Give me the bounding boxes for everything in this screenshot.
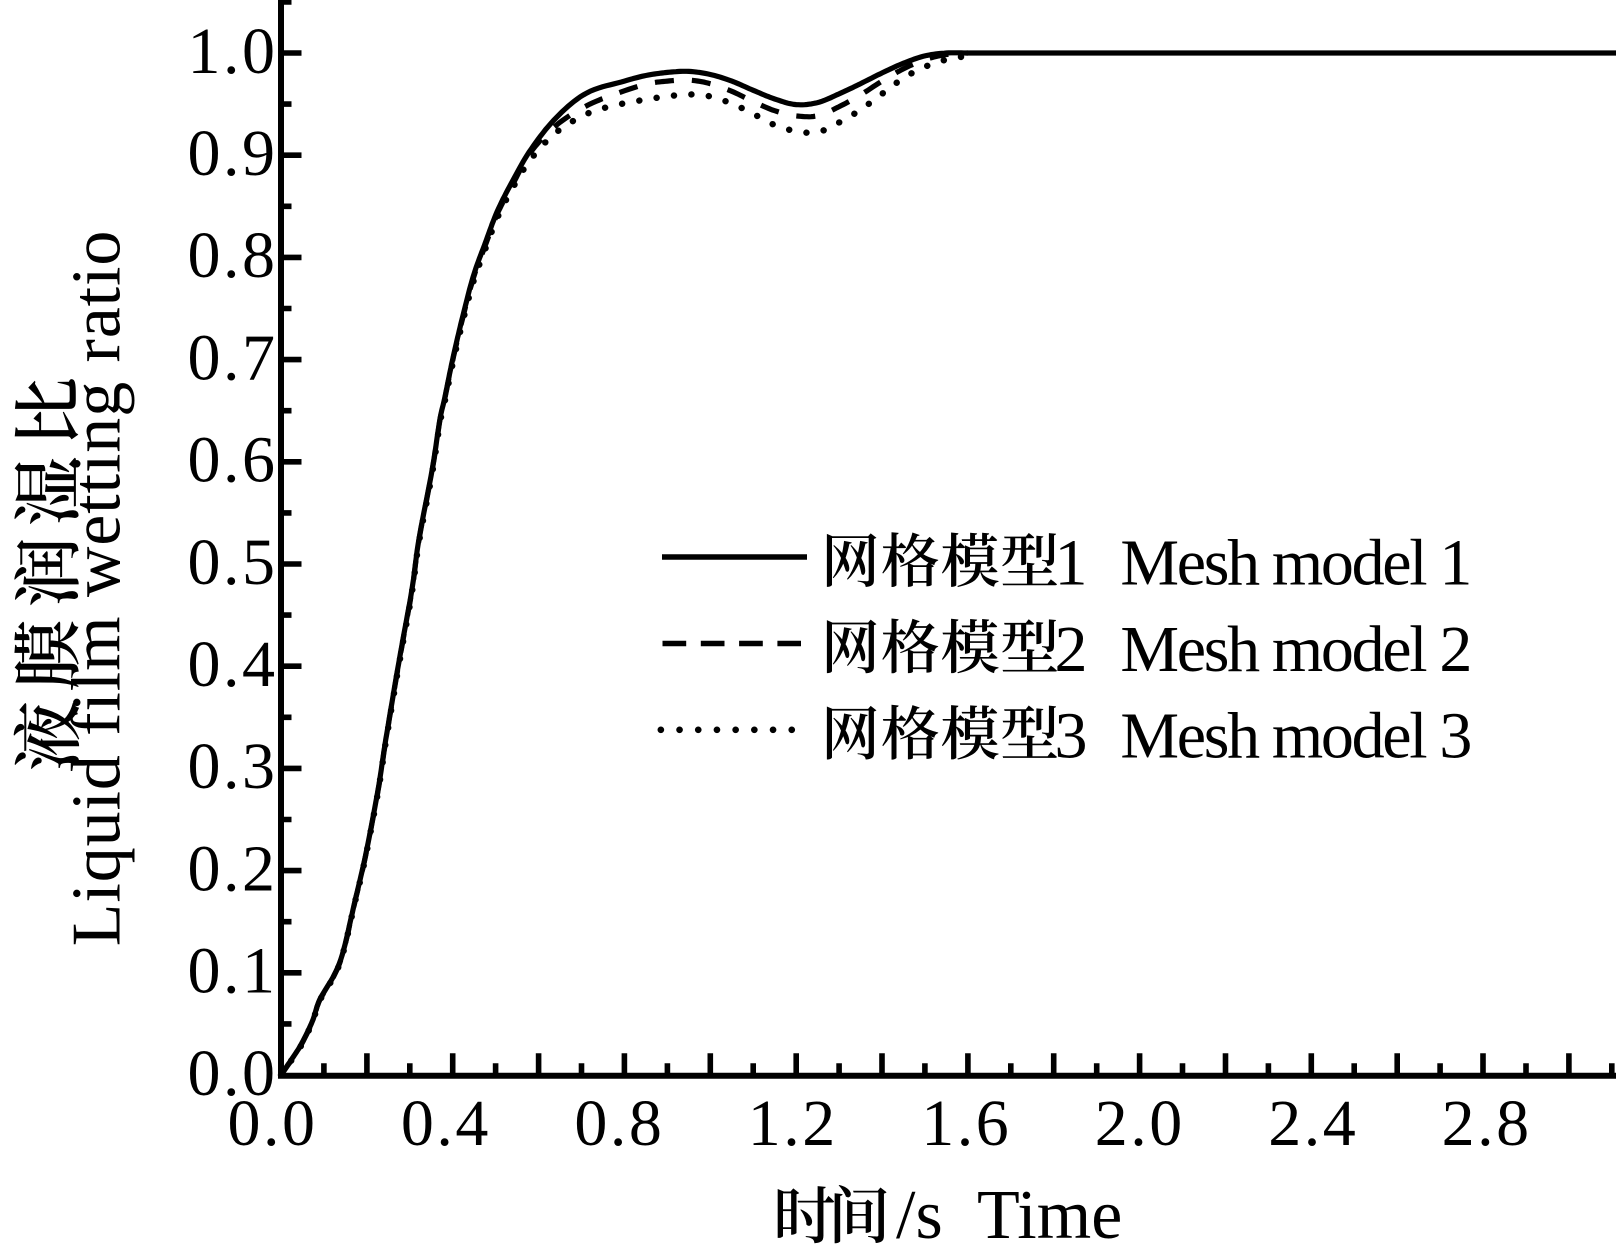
svg-text:0.0: 0.0	[228, 1087, 318, 1160]
svg-text:1.6: 1.6	[921, 1087, 1011, 1160]
svg-text:1.0: 1.0	[188, 15, 278, 88]
svg-text:2: 2	[1055, 613, 1088, 686]
svg-text:0.3: 0.3	[188, 730, 278, 803]
svg-text:Mesh model 3: Mesh model 3	[1120, 699, 1472, 772]
svg-text:0.1: 0.1	[188, 935, 278, 1008]
svg-text:0.8: 0.8	[574, 1087, 664, 1160]
svg-text:0.5: 0.5	[188, 526, 278, 599]
svg-text:0.4: 0.4	[188, 628, 278, 701]
svg-text:Time: Time	[977, 1177, 1122, 1246]
svg-text:/s: /s	[896, 1177, 943, 1246]
svg-text:0.2: 0.2	[188, 832, 278, 905]
svg-text:Mesh model 2: Mesh model 2	[1120, 613, 1472, 686]
svg-text:0.7: 0.7	[188, 321, 278, 394]
svg-text:1: 1	[1055, 527, 1088, 600]
svg-text:Mesh model 1: Mesh model 1	[1120, 527, 1472, 600]
svg-text:2.8: 2.8	[1442, 1087, 1532, 1160]
svg-text:3: 3	[1055, 699, 1088, 772]
svg-text:0.9: 0.9	[188, 117, 278, 190]
svg-text:0.0: 0.0	[188, 1037, 278, 1110]
svg-text:Liquid film wetting ratio: Liquid film wetting ratio	[59, 230, 136, 947]
svg-text:0.6: 0.6	[188, 424, 278, 497]
svg-text:1.2: 1.2	[748, 1087, 838, 1160]
svg-text:0.8: 0.8	[188, 219, 278, 292]
svg-text:0.4: 0.4	[401, 1087, 491, 1160]
svg-text:2.4: 2.4	[1268, 1087, 1358, 1160]
svg-text:2.0: 2.0	[1095, 1087, 1185, 1160]
